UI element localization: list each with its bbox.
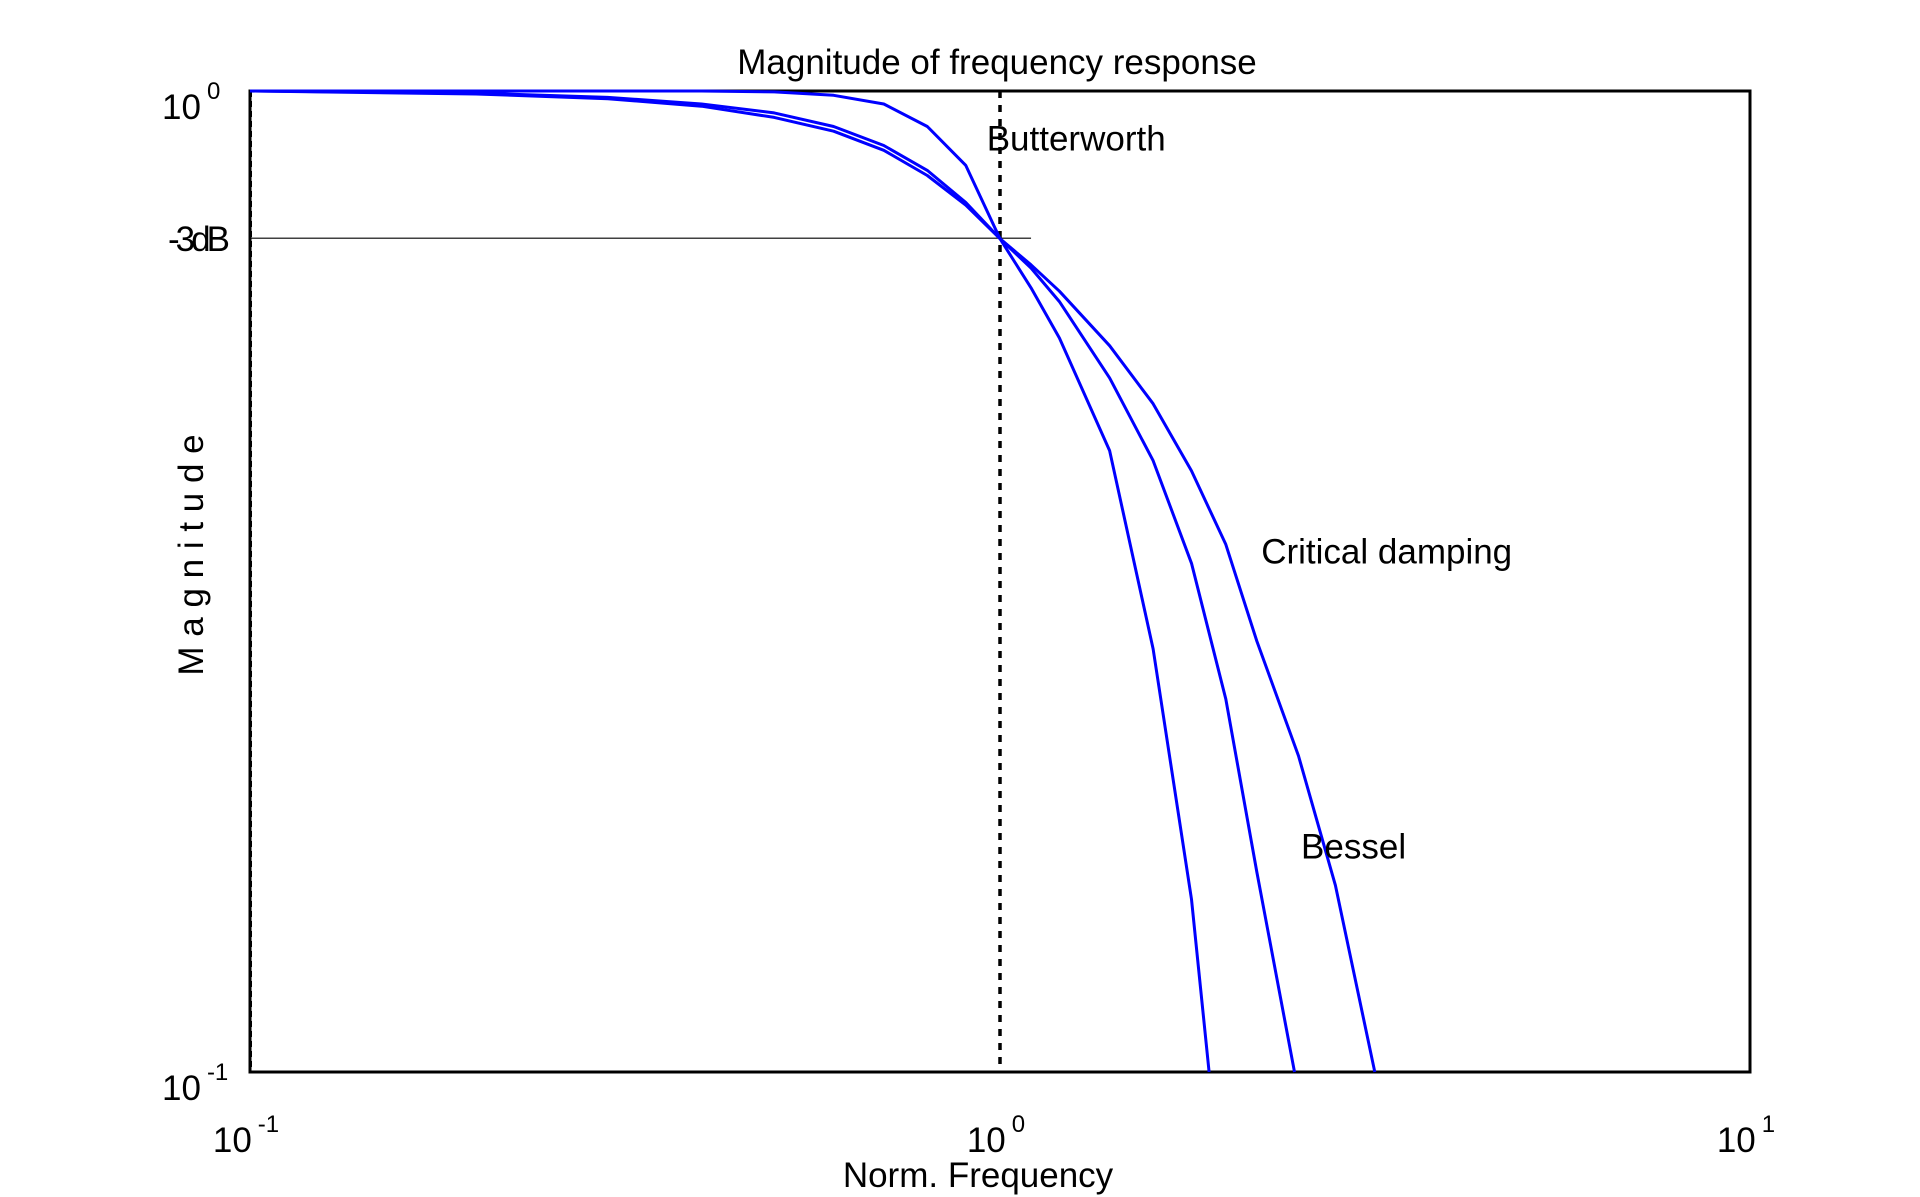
x-tick-label: 10 0 [967,1111,1025,1160]
x-axis-label: Norm. Frequency [843,1156,1114,1195]
x-tick-label: 10 -1 [213,1111,279,1160]
curve-label-bessel: Bessel [1301,828,1406,867]
x-tick-label: 10 1 [1717,1111,1775,1160]
curve-label-butterworth: Butterworth [987,119,1166,158]
minus-3db-label: -3dB [168,220,229,259]
curve-label-critical-damping: Critical damping [1261,532,1512,571]
y-tick-label: 10 0 [162,78,220,127]
y-axis-label: M a g n i t u d e [172,434,211,675]
y-tick-label: 10 -1 [162,1059,228,1108]
series-critical-damping-line [249,89,1377,1073]
reference-lines [250,91,1032,1072]
series-layer [249,89,1377,1073]
series-butterworth-line [250,89,1211,1073]
chart-title: Magnitude of frequency response [737,43,1257,82]
curve-labels: Butterworth Critical damping Bessel [987,119,1512,866]
